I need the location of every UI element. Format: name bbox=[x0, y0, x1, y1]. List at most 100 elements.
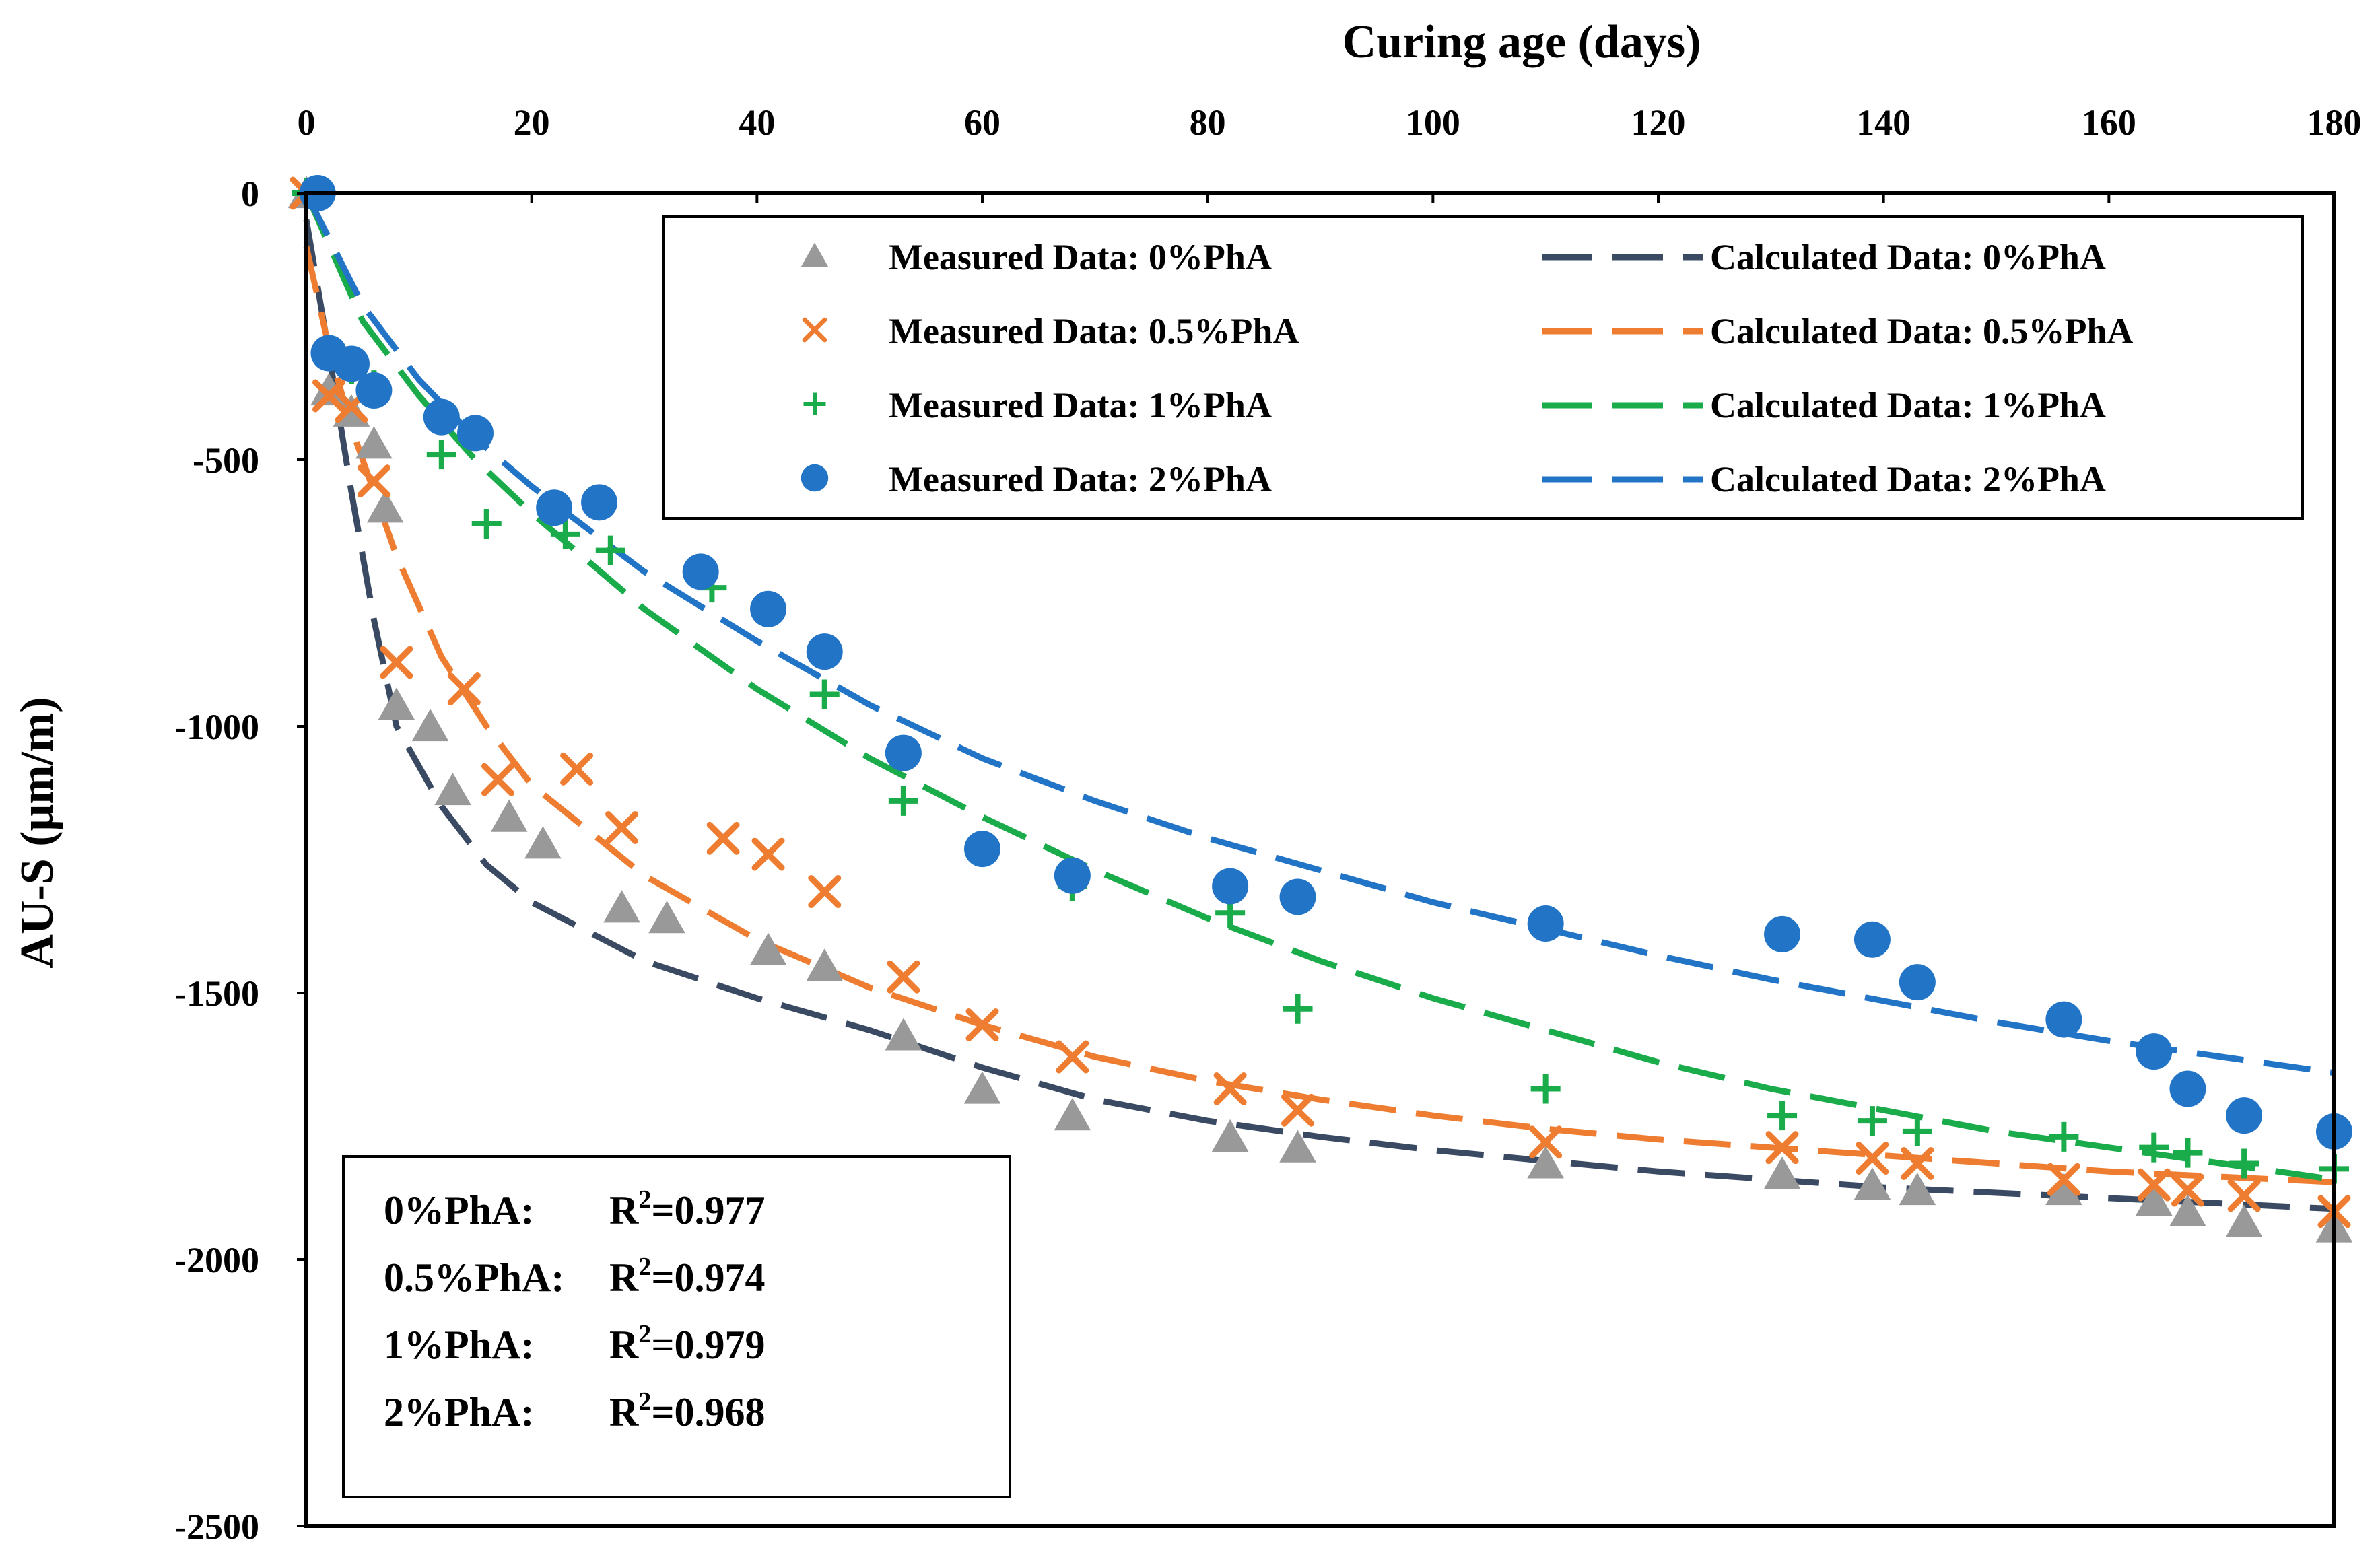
r2-value: R2=0.968 bbox=[609, 1387, 766, 1434]
x-tick-label: 160 bbox=[2082, 102, 2136, 143]
marker-x-stroke bbox=[1856, 1142, 1889, 1175]
r2-label: 0.5%PhA: bbox=[384, 1255, 564, 1300]
marker-triangle bbox=[1854, 1167, 1891, 1200]
r2-box-frame bbox=[342, 1155, 1011, 1498]
marker-plus bbox=[1530, 1074, 1561, 1104]
plot-frame bbox=[304, 191, 2336, 1528]
marker-plus bbox=[1857, 1106, 1887, 1136]
r2-label: 2%PhA: bbox=[384, 1390, 534, 1434]
marker-x-stroke bbox=[380, 646, 413, 679]
r2-value: R2=0.977 bbox=[609, 1185, 766, 1233]
x-tick-label: 180 bbox=[2307, 102, 2362, 143]
marker-circle bbox=[1764, 915, 1801, 952]
marker-x bbox=[312, 379, 345, 413]
marker-triangle bbox=[411, 709, 449, 742]
marker-plus bbox=[2049, 1121, 2079, 1152]
y-axis-ticks: 0 -500 -1000 -1500 -2000 -2500 bbox=[174, 174, 306, 1547]
marker-triangle bbox=[1279, 1130, 1316, 1163]
marker-plus bbox=[595, 535, 625, 565]
marker-x-stroke bbox=[481, 763, 514, 796]
marker-x bbox=[2227, 1179, 2261, 1212]
marker-circle bbox=[2136, 1033, 2173, 1070]
marker-triangle bbox=[1211, 1119, 1249, 1152]
r2-number: =0.979 bbox=[651, 1323, 765, 1367]
r2-box: 0%PhA: R2=0.977 0.5%PhA: R2=0.974 1%PhA: R2=0… bbox=[342, 1155, 1011, 1498]
marker-x-stroke bbox=[2047, 1163, 2080, 1196]
marker-plus bbox=[1767, 1101, 1798, 1131]
marker-x bbox=[380, 646, 413, 679]
marker-circle bbox=[1279, 878, 1316, 915]
marker-circle bbox=[581, 484, 618, 521]
r2-superscript: 2 bbox=[638, 1387, 651, 1416]
marker-plus bbox=[550, 519, 580, 549]
marker-circle bbox=[682, 553, 719, 590]
r2-label: 0%PhA: bbox=[384, 1188, 534, 1233]
marker-x bbox=[2047, 1163, 2080, 1196]
marker-plus bbox=[809, 679, 840, 709]
marker-circle bbox=[536, 489, 573, 526]
marker-triangle bbox=[366, 490, 404, 523]
x-tick-label: 80 bbox=[1190, 102, 1226, 143]
r2-superscript: 2 bbox=[638, 1253, 651, 1281]
y-tick-label: -2500 bbox=[174, 1506, 259, 1547]
marker-circle bbox=[423, 398, 460, 436]
marker-circle bbox=[333, 345, 370, 382]
marker-x bbox=[447, 672, 481, 706]
x-axis-ticks: 0 20 40 60 80 100 120 140 160 180 bbox=[298, 102, 2362, 203]
marker-circle bbox=[801, 464, 829, 492]
x-tick-label: 40 bbox=[739, 102, 775, 143]
x-tick-label: 100 bbox=[1406, 102, 1460, 143]
marker-x-stroke bbox=[751, 837, 785, 871]
marker-triangle bbox=[806, 948, 844, 981]
marker-x-stroke bbox=[312, 379, 345, 413]
legend-label: Calculated Data: 0%PhA bbox=[1710, 237, 2106, 277]
marker-triangle bbox=[749, 932, 787, 965]
marker-x bbox=[481, 763, 514, 796]
marker-triangle bbox=[434, 773, 471, 806]
marker-x-stroke bbox=[447, 672, 481, 706]
marker-x-stroke bbox=[605, 810, 639, 844]
r2-value: R2=0.974 bbox=[609, 1253, 766, 1300]
marker-triangle bbox=[524, 826, 562, 859]
marker-plus bbox=[2229, 1148, 2259, 1179]
marker-x bbox=[605, 810, 639, 844]
marker-triangle bbox=[648, 901, 685, 934]
legend-label: Calculated Data: 0.5%PhA bbox=[1710, 311, 2133, 351]
y-axis-title: AU-S (μm/m) bbox=[11, 697, 63, 968]
marker-x bbox=[1281, 1093, 1315, 1127]
marker-triangle bbox=[355, 426, 393, 459]
x-tick-label: 20 bbox=[514, 102, 550, 143]
marker-x-stroke bbox=[357, 464, 390, 498]
marker-circle bbox=[1854, 921, 1891, 958]
marker-triangle bbox=[801, 242, 829, 267]
marker-plus bbox=[2173, 1138, 2203, 1168]
marker-x bbox=[751, 837, 785, 871]
marker-plus bbox=[1283, 994, 1313, 1024]
x-tick-label: 0 bbox=[298, 102, 316, 143]
y-tick-label: -500 bbox=[193, 440, 259, 481]
legend-label: Measured Data: 0.5%PhA bbox=[889, 311, 1299, 351]
legend-label: Calculated Data: 2%PhA bbox=[1710, 459, 2106, 499]
marker-x bbox=[965, 1008, 999, 1042]
marker-x-stroke bbox=[2137, 1168, 2171, 1202]
calculated-line bbox=[303, 246, 2335, 1185]
legend-label: Measured Data: 2%PhA bbox=[889, 459, 1272, 499]
r2-superscript: 2 bbox=[638, 1185, 651, 1214]
marker-x-stroke bbox=[2171, 1173, 2204, 1207]
x-tick-label: 120 bbox=[1631, 102, 1686, 143]
marker-x-stroke bbox=[2227, 1179, 2261, 1212]
marker-x bbox=[1056, 1040, 1089, 1074]
marker-x bbox=[560, 752, 594, 786]
marker-triangle bbox=[2045, 1173, 2082, 1206]
legend-label: Measured Data: 1%PhA bbox=[889, 385, 1272, 425]
marker-plus bbox=[426, 440, 456, 470]
marker-triangle bbox=[1763, 1156, 1801, 1189]
marker-x-stroke bbox=[808, 875, 842, 909]
marker-plus bbox=[888, 786, 918, 816]
r2-label: 1%PhA: bbox=[384, 1323, 534, 1367]
marker-x-stroke bbox=[1213, 1072, 1247, 1106]
marker-x bbox=[1529, 1125, 1563, 1159]
marker-circle bbox=[885, 734, 922, 771]
y-tick-label: -2000 bbox=[174, 1240, 259, 1280]
